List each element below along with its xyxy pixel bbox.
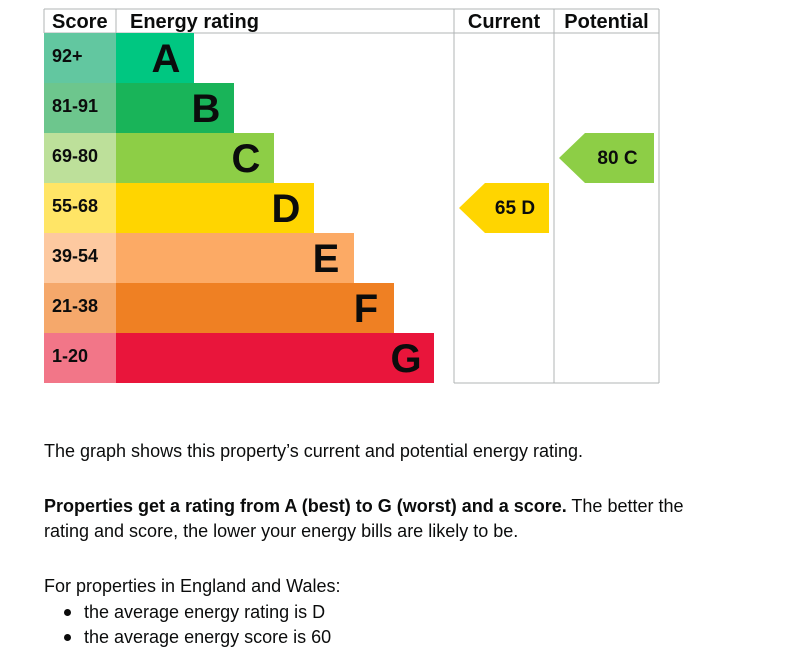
average-score-item: the average energy score is 60 <box>44 625 331 650</box>
rating-explanation-bold: Properties get a rating from A (best) to… <box>44 496 567 516</box>
rating-letter-c: C <box>232 137 261 181</box>
rating-letter-e: E <box>313 237 340 281</box>
score-cell-e <box>44 233 116 283</box>
header-energy-rating: Energy rating <box>130 11 259 33</box>
rating-bar-f <box>116 283 394 333</box>
energy-rating-chart: Score Energy rating Current Potential 92+ A 81… <box>43 8 660 384</box>
graph-description: The graph shows this property’s current … <box>44 441 583 461</box>
rating-letter-a: A <box>152 37 181 81</box>
rating-letter-d: D <box>272 187 301 231</box>
score-cell-c <box>44 133 116 183</box>
score-cell-a <box>44 33 116 83</box>
rating-explanation-rest: The better the rating and score, the low… <box>44 496 684 541</box>
rating-letter-f: F <box>354 287 378 331</box>
current-rating-label: 65 D <box>495 198 535 219</box>
rating-letter-b: B <box>192 87 221 131</box>
header-potential: Potential <box>564 11 648 33</box>
score-range-g: 1-20 <box>52 346 88 366</box>
rating-bar-g <box>116 333 434 383</box>
score-range-a: 92+ <box>52 46 83 66</box>
rating-bar-d <box>116 183 314 233</box>
header-score: Score <box>52 11 108 33</box>
score-cell-d <box>44 183 116 233</box>
rating-bar-e <box>116 233 354 283</box>
potential-rating-arrow <box>559 133 654 183</box>
potential-rating-label: 80 C <box>597 148 637 169</box>
rating-bar-b <box>116 83 234 133</box>
rating-letter-g: G <box>390 337 421 381</box>
rating-bar-c <box>116 133 274 183</box>
current-rating-arrow <box>459 183 549 233</box>
header-current: Current <box>468 11 541 33</box>
score-cell-b <box>44 83 116 133</box>
score-cell-f <box>44 283 116 333</box>
rating-bar-a <box>116 33 194 83</box>
score-range-d: 55-68 <box>52 196 98 216</box>
averages-list: the average energy rating is D the avera… <box>44 600 331 650</box>
score-range-f: 21-38 <box>52 296 98 316</box>
score-range-b: 81-91 <box>52 96 98 116</box>
average-rating-item: the average energy rating is D <box>44 600 331 625</box>
england-wales-intro: For properties in England and Wales: <box>44 576 341 596</box>
score-range-e: 39-54 <box>52 246 98 266</box>
rating-explanation: Properties get a rating from A (best) to… <box>44 494 684 544</box>
score-cell-g <box>44 333 116 383</box>
score-range-c: 69-80 <box>52 146 98 166</box>
